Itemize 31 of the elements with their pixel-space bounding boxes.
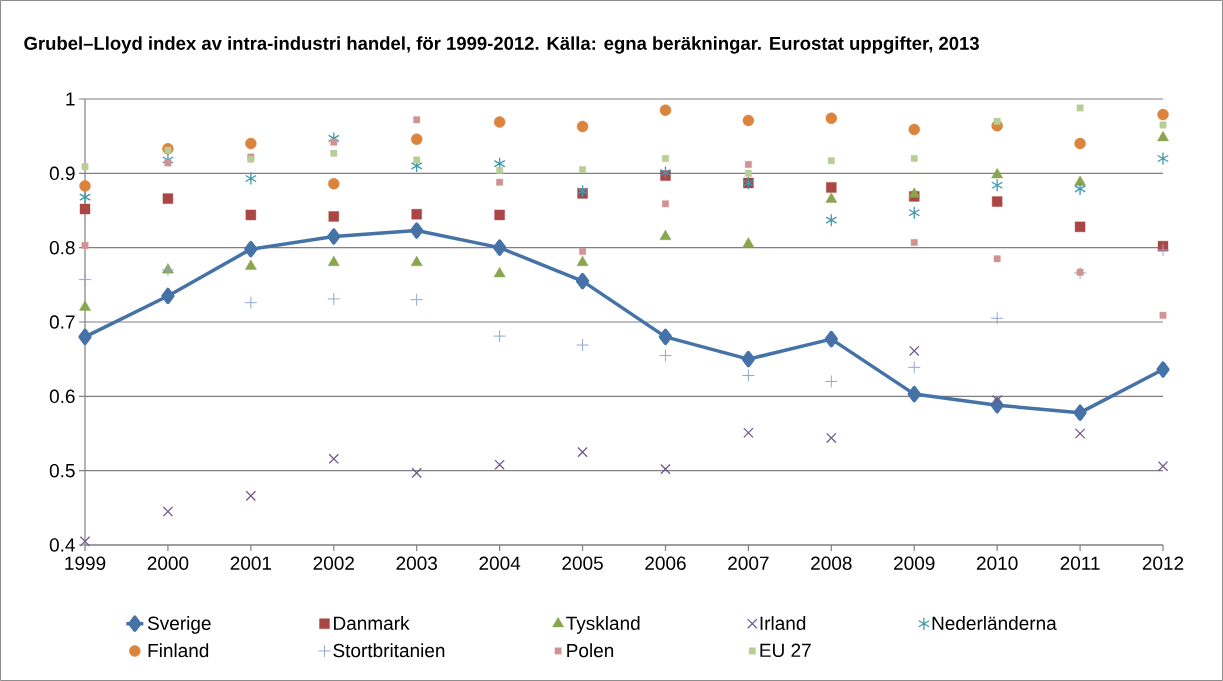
- y-tick-label: 0.9: [49, 166, 75, 181]
- legend-label: Stortbritanien: [333, 643, 445, 658]
- y-tick-label: 1: [66, 92, 75, 106]
- legend-label: Tyskland: [566, 616, 640, 634]
- x-tick-label: 2002: [313, 556, 354, 570]
- legend-label: EU 27: [760, 643, 811, 658]
- y-tick-label: 0.8: [49, 240, 75, 255]
- x-tick-label: 2001: [230, 556, 272, 570]
- legend-label: Sverige: [147, 616, 211, 634]
- x-tick-label: 2012: [1142, 556, 1184, 570]
- x-tick-label: 1999: [65, 556, 106, 570]
- x-tick-label: 2000: [147, 556, 189, 570]
- y-tick-label: 0.5: [49, 463, 75, 478]
- legend-label: Nederländerna: [932, 616, 1057, 631]
- x-tick-label: 2009: [894, 556, 935, 570]
- x-tick-label: 2004: [479, 556, 521, 570]
- x-tick-label: 2005: [562, 556, 603, 570]
- y-tick-label: 0.6: [49, 389, 75, 404]
- x-tick-label: 2003: [396, 556, 437, 570]
- legend-label: Danmark: [334, 616, 410, 631]
- x-tick-label: 2007: [728, 556, 769, 570]
- legend-label: Finland: [148, 643, 209, 658]
- x-tick-label: 2010: [976, 556, 1018, 570]
- chart-title: Grubel–Lloyd index av intra-industri handel, för 1999-2012. Källa: egna beräkningar. Eurostat uppgifter, 2013: [24, 36, 979, 54]
- y-tick-label: 0.7: [49, 315, 75, 329]
- x-tick-label: 2006: [645, 556, 686, 570]
- y-tick-label: 0.4: [49, 538, 75, 552]
- x-tick-label: 2011: [1060, 556, 1100, 570]
- legend-label: Polen: [567, 643, 614, 658]
- legend-label: Irland: [760, 616, 806, 631]
- x-tick-label: 2008: [811, 556, 852, 570]
